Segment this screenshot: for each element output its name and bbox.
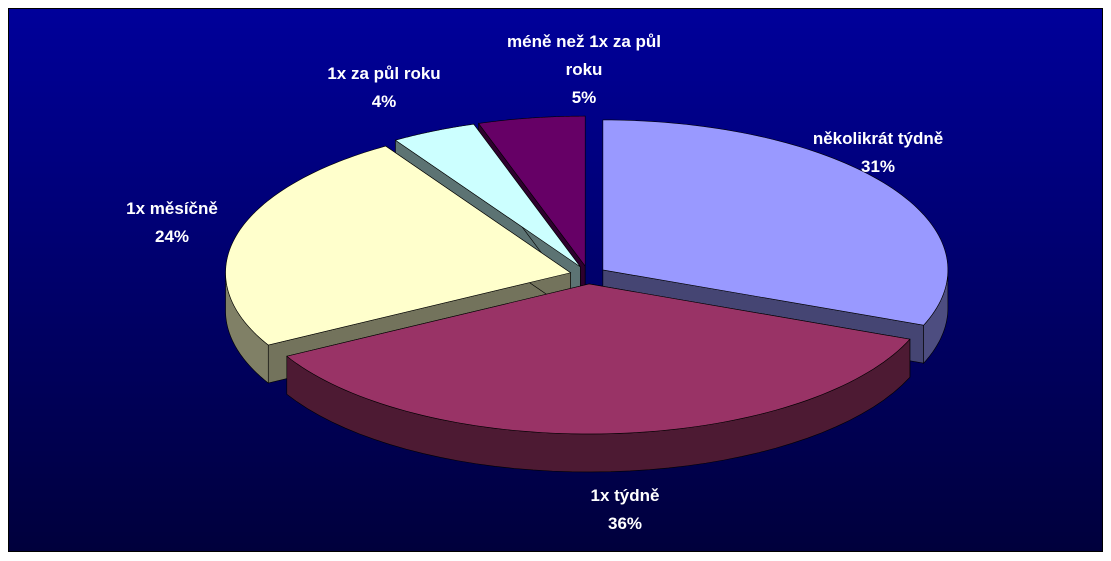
pie-slice [602,119,949,326]
pie-slice [478,115,586,268]
data-label-category: několikrát týdně [812,129,944,148]
pie-slice [225,145,572,346]
data-label-value: 4% [371,92,397,111]
data-label-value: 24% [154,227,190,246]
data-label: 1x měsíčně 24% [42,195,302,251]
data-label-value: 36% [607,514,643,533]
data-label: méně než 1x za půl roku 5% [489,28,679,112]
data-label-category: méně než 1x za půl roku [507,32,661,79]
data-label-category: 1x za půl roku [327,64,441,83]
pie-slice [286,283,911,435]
pie-slice [394,123,581,268]
data-label-category: 1x měsíčně [126,199,218,218]
data-label: několikrát týdně 31% [748,125,1008,181]
data-label-value: 31% [860,157,896,176]
data-label: 1x za půl roku 4% [254,60,514,116]
data-label-category: 1x týdně [590,486,660,505]
data-label: 1x týdně 36% [495,482,755,538]
data-label-value: 5% [571,88,597,107]
